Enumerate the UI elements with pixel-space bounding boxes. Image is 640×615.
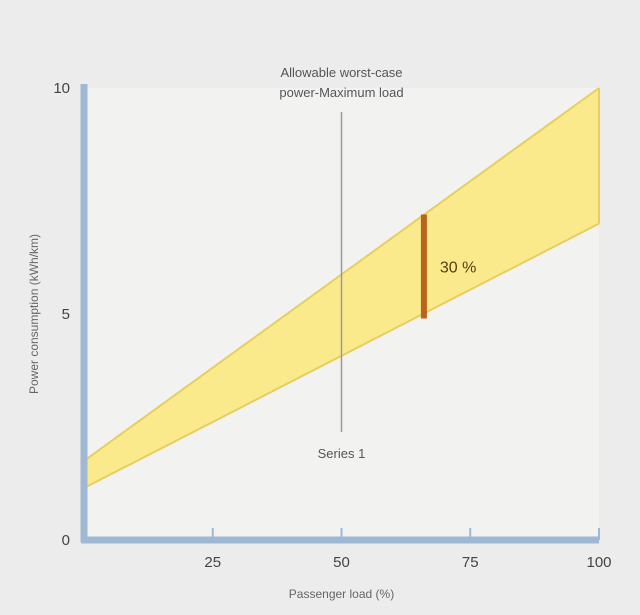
- x-tick-label: 50: [333, 554, 350, 571]
- reference-label-line-2: power-Maximum load: [279, 85, 403, 100]
- y-tick-label: 0: [62, 532, 70, 549]
- x-tick-group: 25 50 75 100: [204, 528, 612, 571]
- x-tick-label: 25: [204, 554, 221, 571]
- y-axis-title: Power consumption (kWh/km): [27, 234, 41, 394]
- y-tick-group: 0 5 10: [53, 80, 70, 549]
- x-tick-label: 75: [462, 554, 479, 571]
- reference-label-line-1: Allowable worst-case: [280, 65, 402, 80]
- x-axis-title: Passenger load (%): [289, 587, 394, 601]
- range-marker-label: 30 %: [440, 260, 476, 277]
- y-tick-label: 10: [53, 80, 70, 97]
- series-label: Series 1: [318, 446, 366, 461]
- x-tick-label: 100: [586, 554, 611, 571]
- y-tick-label: 5: [62, 306, 70, 323]
